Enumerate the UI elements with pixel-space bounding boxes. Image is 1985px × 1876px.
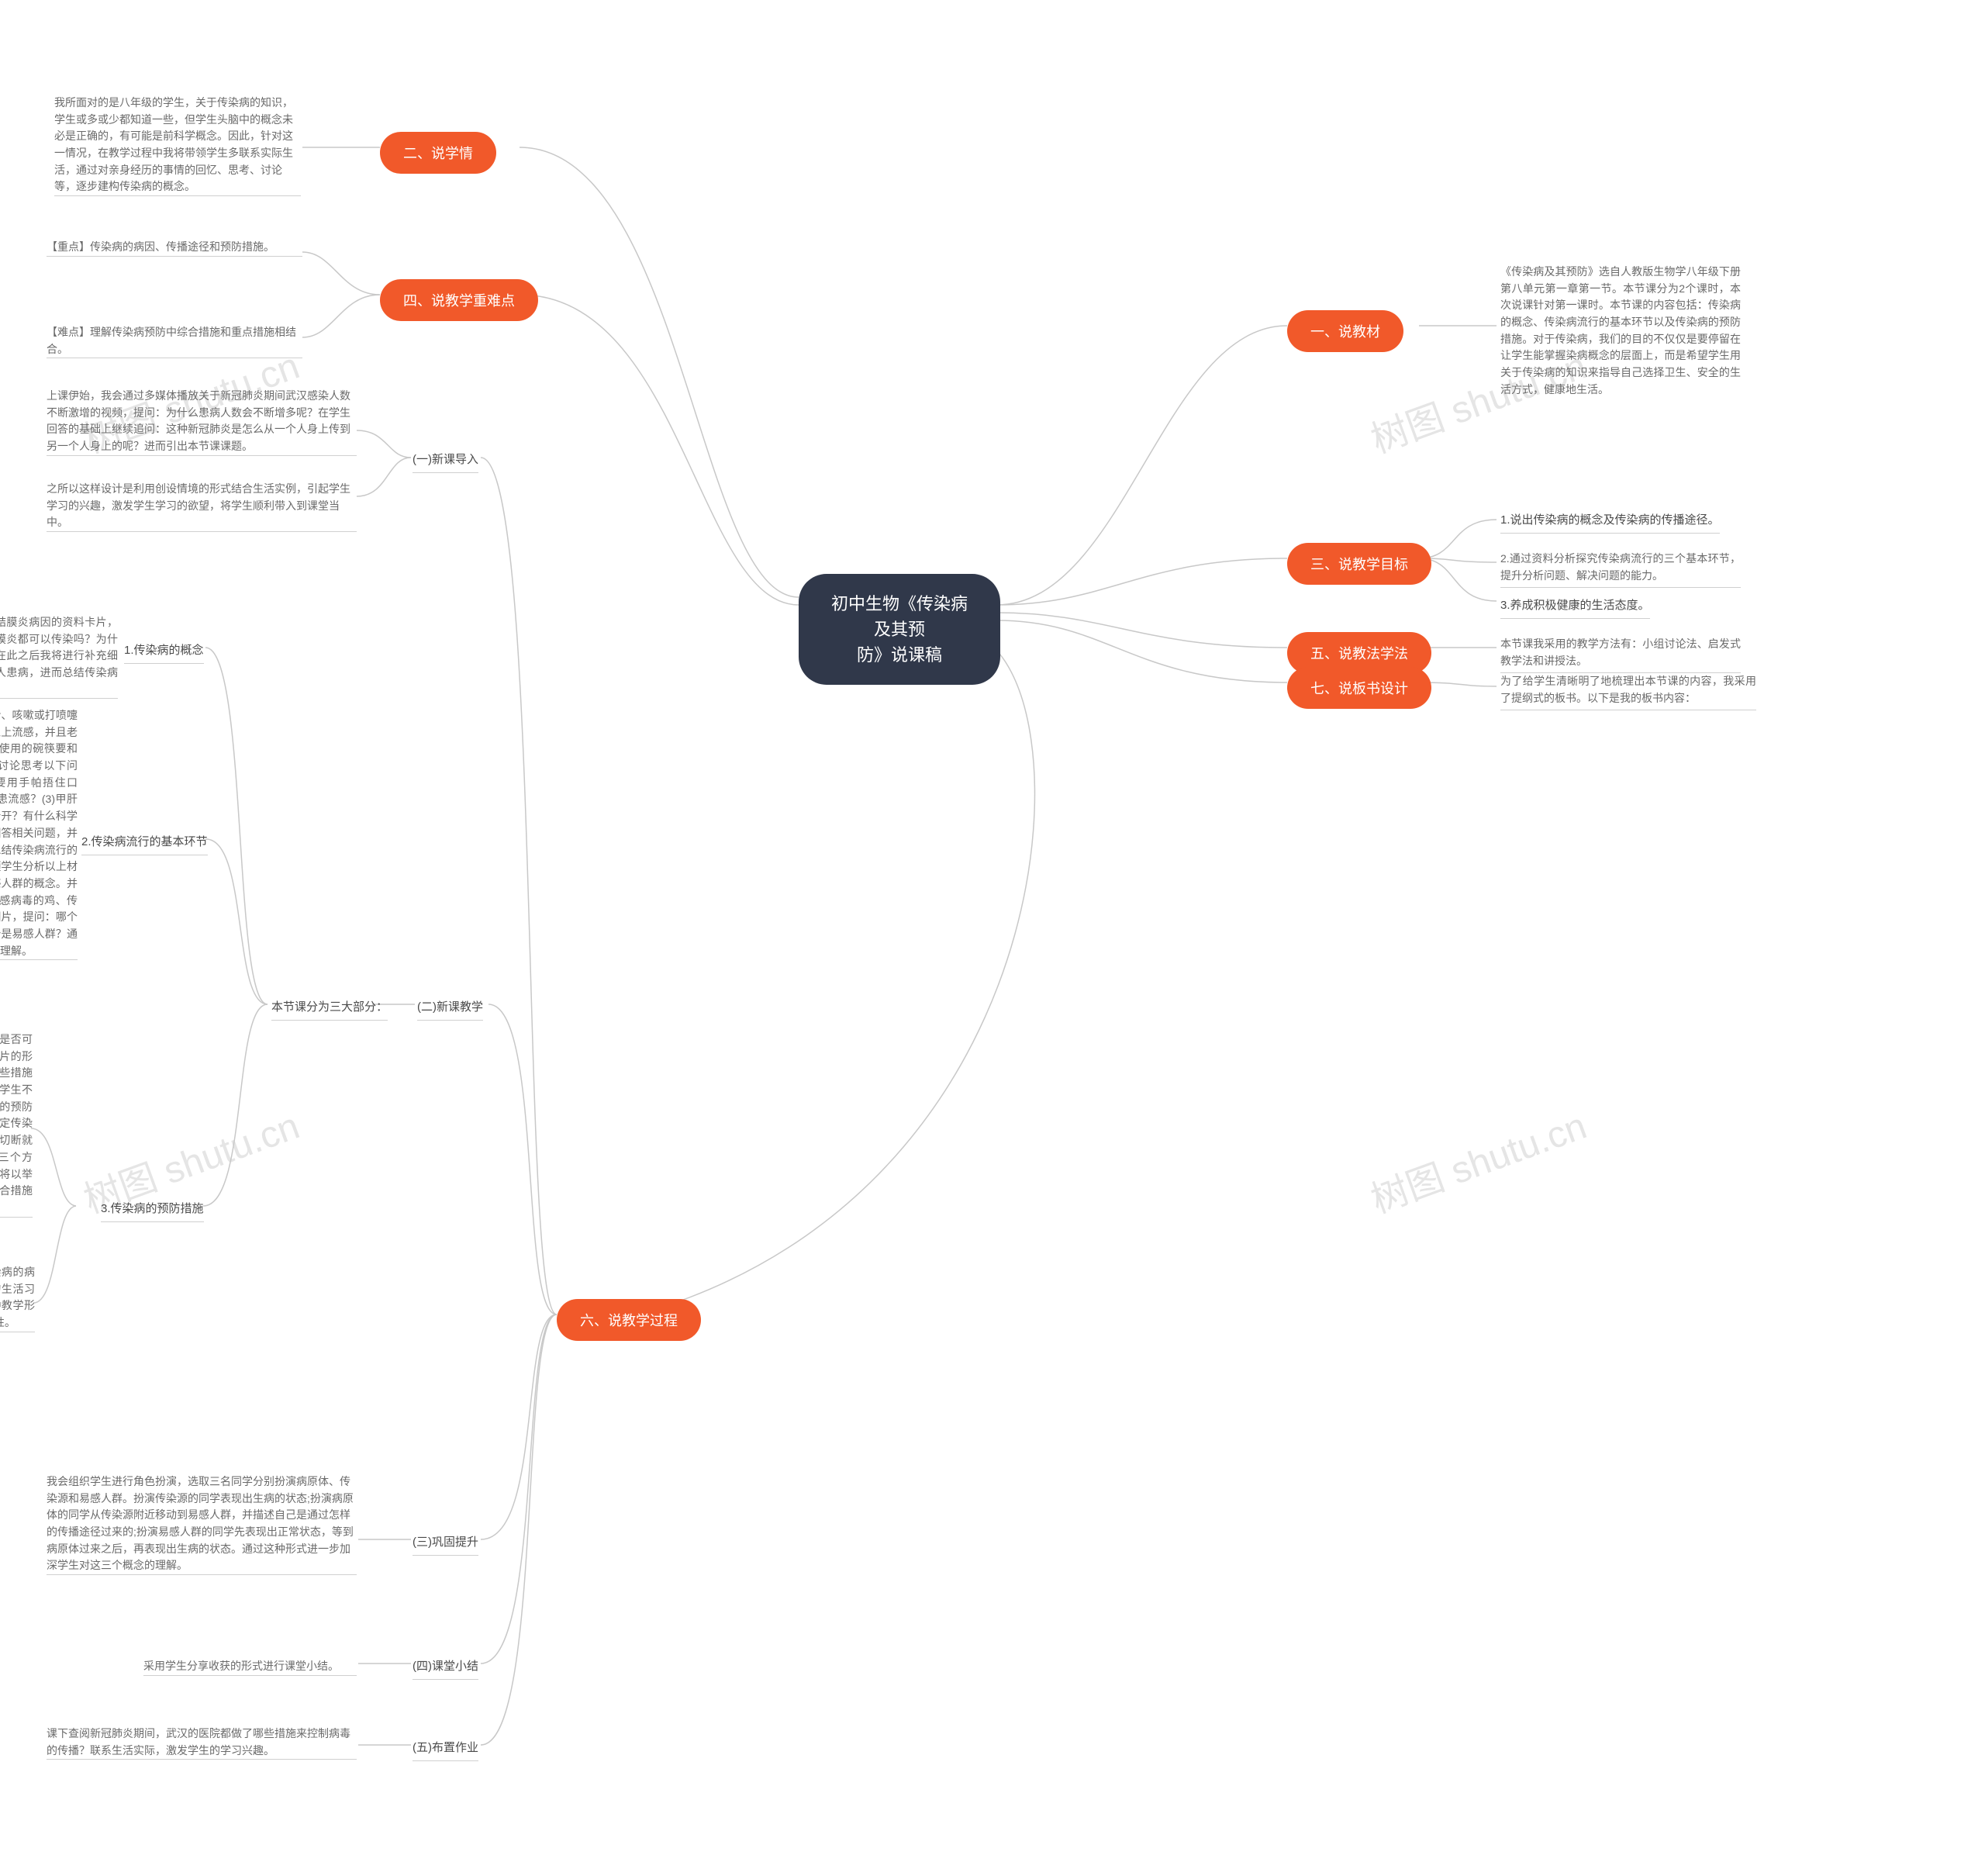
leaf-goal-1: 1.说出传染病的概念及传染病的传播途径。 xyxy=(1500,512,1720,534)
leaf-method: 本节课我采用的教学方法有：小组讨论法、启发式教学法和讲授法。 xyxy=(1500,636,1741,673)
sub6-intro: (一)新课导入 xyxy=(413,451,478,473)
main-node-student-situation[interactable]: 二、说学情 xyxy=(380,132,496,174)
leaf-goal-2: 2.通过资料分析探究传染病流行的三个基本环节，提升分析问题、解决问题的能力。 xyxy=(1500,551,1741,588)
sub6-consolidate: (三)巩固提升 xyxy=(413,1534,478,1556)
leaf-summary: 采用学生分享收获的形式进行课堂小结。 xyxy=(143,1658,357,1676)
leaf-prevention-a: 我会引导学生思考：针对以上基本环节，是否可以提出传染病的预防措施？随后以资料卡片… xyxy=(0,1031,33,1218)
leaf-difficulty-keypoint: 【重点】传染病的病因、传播途径和预防措施。 xyxy=(47,239,302,257)
center-node: 初中生物《传染病及其预 防》说课稿 xyxy=(799,574,1000,685)
main-node-difficulty[interactable]: 四、说教学重难点 xyxy=(380,279,538,321)
leaf-consolidate: 我会组织学生进行角色扮演，选取三名同学分别扮演病原体、传染源和易感人群。扮演传染… xyxy=(47,1474,357,1575)
leaf-intro-1: 上课伊始，我会通过多媒体播放关于新冠肺炎期间武汉感染人数不断激增的视频，提问：为… xyxy=(47,388,357,456)
main-node-teaching-process[interactable]: 六、说教学过程 xyxy=(557,1299,701,1341)
leaf-student-situation: 我所面对的是八年级的学生，关于传染病的知识，学生或多或少都知道一些，但学生头脑中… xyxy=(54,95,301,196)
leaf-intro-2: 之所以这样设计是利用创设情境的形式结合生活实例，引起学生学习的兴趣，激发学生学习… xyxy=(47,481,357,532)
sub6-homework: (五)布置作业 xyxy=(413,1740,478,1761)
leaf-board: 为了给学生清晰明了地梳理出本节课的内容，我采用了提纲式的板书。以下是我的板书内容… xyxy=(1500,673,1756,710)
watermark: 树图 shutu.cn xyxy=(1362,1095,1593,1223)
leaf-text-teaching-material: 《传染病及其预防》选自人教版生物学八年级下册第八单元第一章第一节。本节课分为2个… xyxy=(1500,264,1741,399)
leaf-concept: 我会出示近视和病毒性结膜炎病因的资料卡片，提问：近视和病毒性结膜炎都可以传染吗？… xyxy=(0,614,118,699)
sub6-b2: 2.传染病流行的基本环节 xyxy=(81,834,208,855)
sub6-teach: (二)新课教学 xyxy=(417,999,483,1021)
leaf-homework: 课下查阅新冠肺炎期间，武汉的医院都做了哪些措施来控制病毒的传播？联系生活实际，激… xyxy=(47,1726,357,1760)
main-node-teaching-goals[interactable]: 三、说教学目标 xyxy=(1287,543,1431,585)
sub6-summary: (四)课堂小结 xyxy=(413,1658,478,1680)
main-node-teaching-material[interactable]: 一、说教材 xyxy=(1287,310,1403,352)
sub6-b-prefix: 本节课分为三大部分： xyxy=(271,999,388,1021)
leaf-goal-3: 3.养成积极健康的生活态度。 xyxy=(1500,597,1650,619)
sub6-b1: 1.传染病的概念 xyxy=(124,642,204,664)
main-node-board-design[interactable]: 七、说板书设计 xyxy=(1287,667,1431,709)
leaf-basic-links: 我会播放两则视频：流感患者讲话、咳嗽或打喷嚏的飞沫被周围的人吸入后可能会患上流感… xyxy=(0,707,78,960)
leaf-difficulty-hardpoint: 【难点】理解传染病预防中综合措施和重点措施相结合。 xyxy=(47,324,302,358)
sub6-b3: 3.传染病的预防措施 xyxy=(101,1201,204,1222)
center-label: 初中生物《传染病及其预 防》说课稿 xyxy=(831,594,968,665)
leaf-prevention-b: 本环节通过联系生活实际，学生对于传染病的病因有了感性认识，有助于养成良好健康的生… xyxy=(0,1264,35,1332)
